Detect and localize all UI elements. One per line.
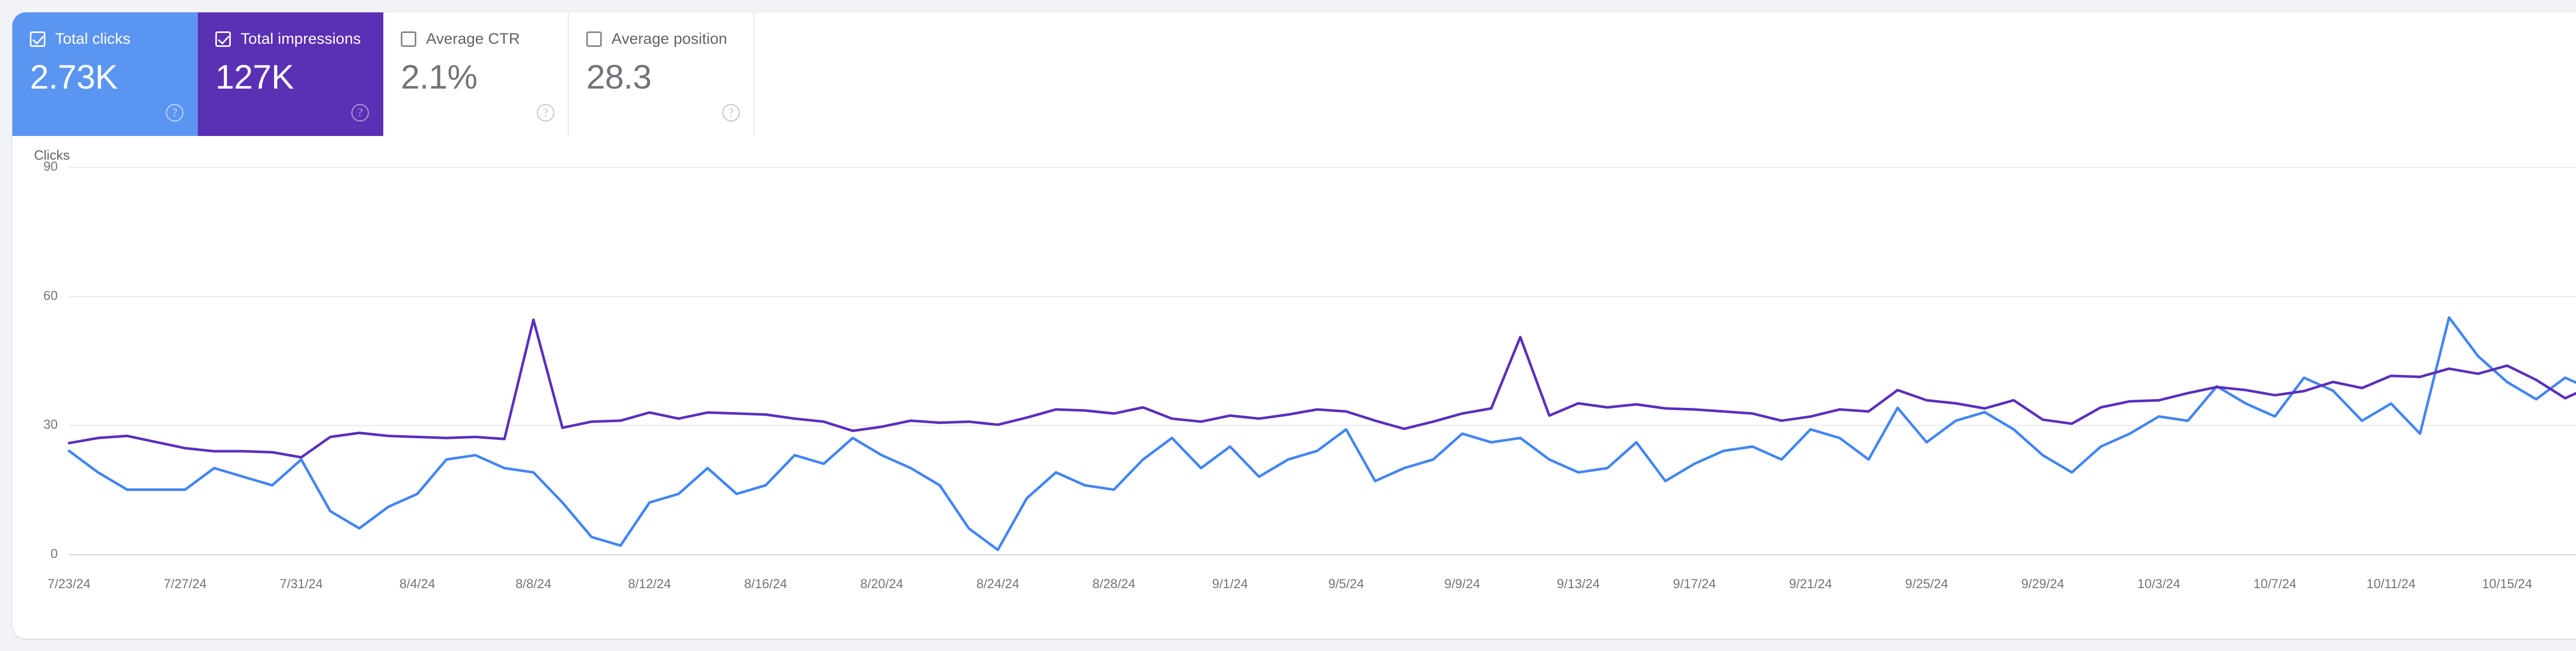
x-axis: 7/23/24 7/27/24 7/31/24 8/4/24 8/8/24 8/12/24…	[47, 577, 2576, 597]
x-axis-tick: 8/8/24	[515, 577, 552, 591]
performance-panel: Total clicks 2.73K? Total impressions 127K?…	[12, 12, 2576, 639]
checkbox-unchecked-icon[interactable]	[586, 31, 602, 47]
chart-lines	[69, 167, 2576, 554]
metric-card-label: Average CTR	[426, 30, 520, 47]
metric-card-value: 28.3	[586, 58, 652, 96]
x-axis-tick: 8/20/24	[860, 577, 904, 591]
x-axis-tick: 10/7/24	[2253, 577, 2297, 591]
help-icon[interactable]: ?	[722, 104, 740, 122]
metric-card-average-ctr[interactable]: Average CTR 2.1%?	[383, 12, 569, 136]
x-axis-tick: 8/4/24	[399, 577, 435, 591]
x-axis-tick: 9/25/24	[1905, 577, 1948, 591]
gridline	[69, 296, 2576, 297]
x-axis-tick: 10/11/24	[2366, 577, 2416, 591]
checkbox-checked-icon[interactable]	[30, 31, 45, 47]
metric-card-header: Average CTR	[401, 30, 552, 48]
x-axis-tick: 9/17/24	[1673, 577, 1716, 591]
x-axis-tick: 9/21/24	[1789, 577, 1832, 591]
gridline	[69, 167, 2576, 168]
x-axis-tick: 7/31/24	[279, 577, 323, 591]
metric-card-total-impressions[interactable]: Total impressions 127K?	[198, 12, 383, 136]
x-axis-tick: 9/5/24	[1328, 577, 1364, 591]
y-axis-tick-left: 0	[50, 546, 58, 561]
gridline	[69, 425, 2576, 426]
x-axis-tick: 8/16/24	[744, 577, 787, 591]
metric-card-average-position[interactable]: Average position 28.3?	[569, 12, 754, 136]
x-axis-tick: 10/3/24	[2137, 577, 2180, 591]
metric-card-header: Total impressions	[215, 30, 367, 48]
x-axis-tick: 7/27/24	[163, 577, 207, 591]
help-icon[interactable]: ?	[537, 104, 554, 122]
checkbox-unchecked-icon[interactable]	[401, 31, 416, 47]
help-icon[interactable]: ?	[166, 104, 183, 122]
metric-card-label: Average position	[612, 30, 727, 47]
metric-card-header: Total clicks	[30, 30, 181, 48]
metric-card-value: 127K	[215, 58, 294, 96]
metric-card-label: Total clicks	[55, 30, 131, 47]
metric-card-header: Average position	[586, 30, 738, 48]
x-axis-tick: 9/1/24	[1212, 577, 1248, 591]
checkbox-checked-icon[interactable]	[215, 31, 231, 47]
gridline	[69, 554, 2576, 555]
x-axis-tick: 9/29/24	[2021, 577, 2064, 591]
y-axis-title-clicks: Clicks	[34, 147, 70, 163]
metric-card-value: 2.73K	[30, 58, 117, 96]
metric-card-value: 2.1%	[401, 58, 478, 96]
y-axis-tick-left: 30	[43, 417, 58, 432]
y-axis-tick-left: 60	[43, 288, 58, 303]
x-axis-tick: 8/24/24	[976, 577, 1020, 591]
x-axis-tick: 7/23/24	[47, 577, 91, 591]
x-axis-tick: 10/15/24	[2482, 577, 2532, 591]
metric-cards: Total clicks 2.73K? Total impressions 127K?…	[12, 12, 754, 136]
line-series-impressions	[69, 320, 2576, 457]
x-axis-tick: 8/12/24	[628, 577, 671, 591]
metric-card-total-clicks[interactable]: Total clicks 2.73K?	[12, 12, 198, 136]
help-icon[interactable]: ?	[351, 104, 369, 122]
x-axis-tick: 9/13/24	[1556, 577, 1600, 591]
line-series-clicks	[69, 262, 2576, 550]
x-axis-tick: 8/28/24	[1092, 577, 1136, 591]
metric-card-label: Total impressions	[241, 30, 361, 47]
y-axis-tick-left: 90	[43, 159, 58, 174]
x-axis-tick: 9/9/24	[1444, 577, 1480, 591]
